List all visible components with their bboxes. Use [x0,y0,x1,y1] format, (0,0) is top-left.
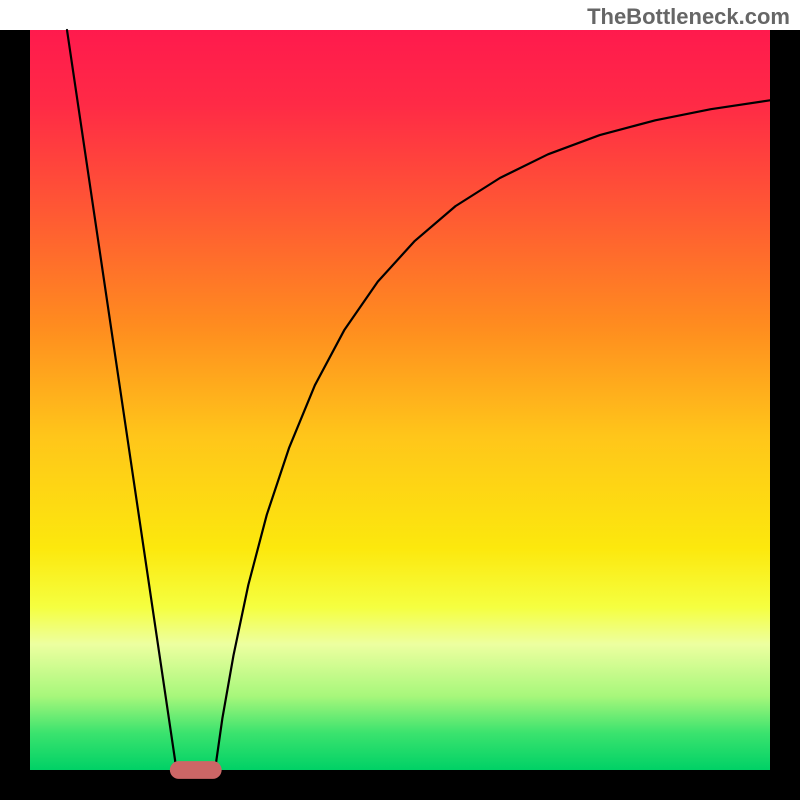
bottom-border [0,770,800,800]
left-border [0,30,30,800]
plot-background [30,30,770,770]
watermark-text: TheBottleneck.com [587,4,790,30]
bottleneck-chart: TheBottleneck.com [0,0,800,800]
right-border [770,30,800,800]
optimal-region-marker [170,761,222,779]
chart-svg [0,0,800,800]
